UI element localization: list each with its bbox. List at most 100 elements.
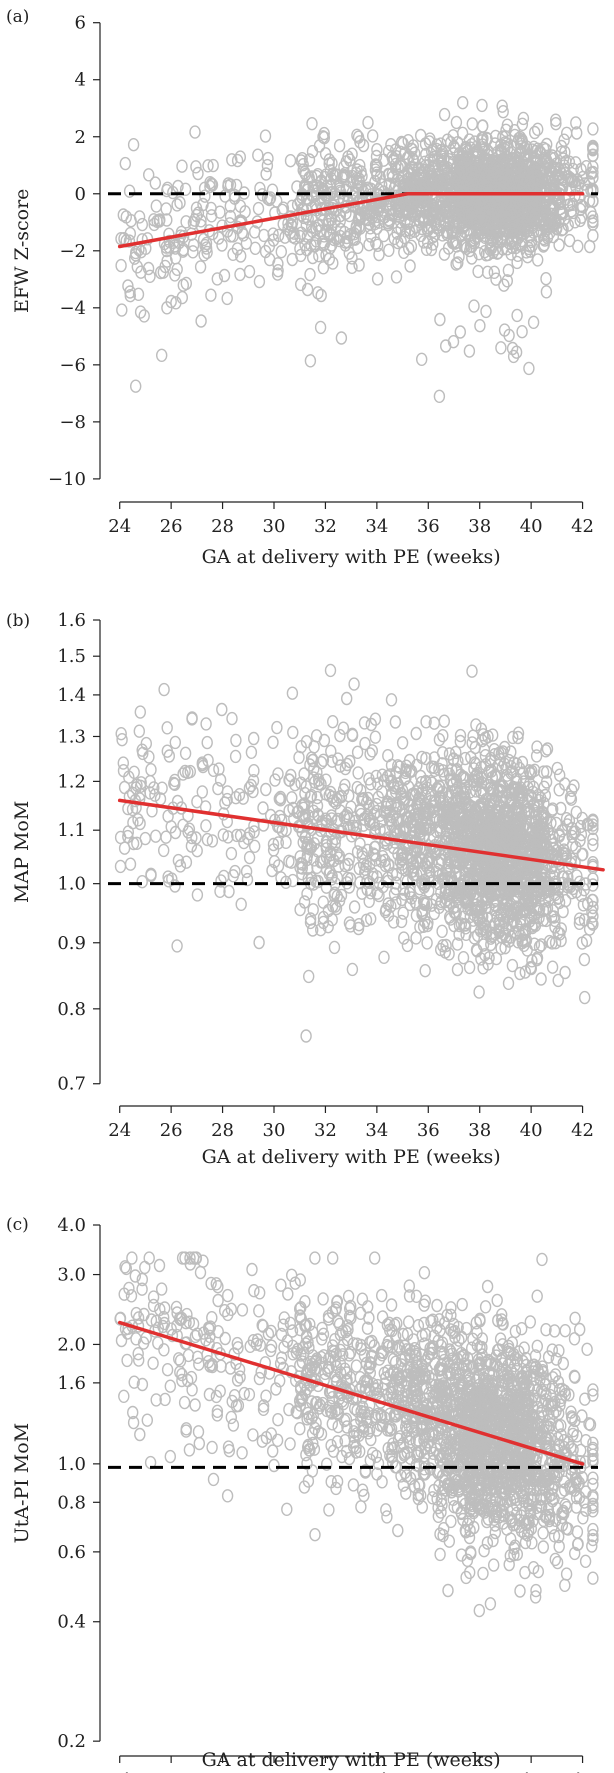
scatter-point [394, 215, 407, 229]
scatter-point [358, 716, 371, 730]
scatter-point [369, 163, 382, 177]
scatter-point [516, 134, 528, 149]
scatter-point [142, 261, 155, 276]
scatter-point [477, 138, 489, 152]
scatter-point [207, 1472, 220, 1487]
scatter-point [202, 159, 214, 173]
scatter-point [123, 184, 136, 198]
scatter-point [231, 242, 244, 256]
scatter-point [553, 238, 565, 252]
scatter-point [317, 261, 330, 275]
scatter-point [425, 242, 438, 257]
scatter-point [481, 148, 494, 162]
scatter-point [263, 192, 276, 207]
scatter-point [497, 104, 509, 119]
scatter-point [138, 309, 150, 323]
scatter-point [471, 229, 484, 244]
scatter-point [420, 242, 433, 257]
scatter-point [587, 217, 599, 231]
scatter-point [523, 361, 535, 376]
scatter-point [280, 835, 292, 849]
scatter-point [161, 721, 173, 735]
scatter-point [424, 153, 436, 167]
y-tick-label: 4 [75, 70, 86, 91]
scatter-point [160, 202, 172, 216]
scatter-point [533, 229, 545, 243]
scatter-point [515, 233, 528, 248]
scatter-point [547, 207, 559, 222]
scatter-point [134, 305, 147, 319]
scatter-point [136, 217, 149, 232]
scatter-point [293, 750, 305, 765]
scatter-point [481, 265, 494, 279]
scatter-point [335, 331, 348, 345]
scatter-point [455, 158, 467, 172]
scatter-point [405, 200, 417, 215]
scatter-point [530, 197, 542, 212]
scatter-point [182, 1348, 195, 1363]
y-tick-label: 1.2 [57, 771, 86, 792]
scatter-point [573, 190, 585, 204]
scatter-point [245, 745, 258, 759]
scatter-point [224, 209, 237, 224]
scatter-point [346, 962, 359, 977]
scatter-point [583, 175, 596, 189]
scatter-point [448, 219, 460, 234]
scatter-point [234, 249, 247, 263]
scatter-point [490, 221, 503, 236]
scatter-point [328, 940, 341, 955]
scatter-point [304, 267, 316, 282]
scatter-point [310, 729, 323, 743]
x-tick-label: 40 [520, 1120, 543, 1141]
scatter-points [114, 663, 599, 1043]
scatter-point [463, 344, 476, 358]
scatter-point [431, 142, 443, 157]
panel-b-map-mom: (b) 24 26 28 30 32 34 36 38 40 42 1.61.51.41.31.2… [6, 610, 605, 1168]
scatter-point [324, 241, 336, 255]
scatter-point [243, 781, 256, 795]
y-tick-label: 1.0 [57, 874, 86, 895]
scatter-point [359, 736, 371, 751]
scatter-point [394, 198, 406, 213]
scatter-point [332, 752, 344, 766]
scatter-point [155, 348, 168, 362]
scatter-point [452, 256, 464, 270]
scatter-point [435, 156, 447, 171]
scatter-point [324, 663, 337, 678]
scatter-point [506, 341, 519, 356]
scatter-point [198, 248, 210, 262]
scatter-point [427, 230, 439, 244]
scatter-point [428, 228, 441, 243]
scatter-point [262, 151, 274, 166]
scatter-point [284, 153, 297, 168]
scatter-point [304, 354, 317, 368]
scatter-point [160, 830, 172, 844]
scatter-point [390, 270, 403, 284]
scatter-point [150, 199, 163, 213]
scatter-point [260, 167, 272, 181]
y-tick-label: 1.4 [57, 685, 86, 706]
scatter-point [526, 143, 539, 157]
scatter-point [581, 183, 594, 198]
y-tick-label: 0 [75, 184, 86, 205]
scatter-point [199, 238, 211, 253]
y-tick-label: −2 [59, 241, 86, 262]
y-tick-label: 6 [75, 13, 86, 34]
scatter-point [116, 303, 128, 317]
y-tick-label: 0.7 [57, 1074, 86, 1095]
scatter-point [574, 213, 586, 228]
scatter-point [385, 693, 398, 707]
scatter-point [201, 832, 214, 847]
scatter-point [230, 733, 242, 748]
scatter-point [286, 686, 299, 700]
scatter-point [221, 291, 233, 306]
scatter-point [197, 232, 210, 247]
scatter-point [419, 964, 431, 978]
scatter-point [315, 288, 327, 303]
scatter-point [225, 846, 238, 861]
scatter-point [314, 320, 327, 335]
scatter-point [558, 133, 570, 147]
scatter-point [248, 225, 261, 239]
scatter-point [333, 190, 346, 205]
scatter-point [495, 144, 508, 158]
